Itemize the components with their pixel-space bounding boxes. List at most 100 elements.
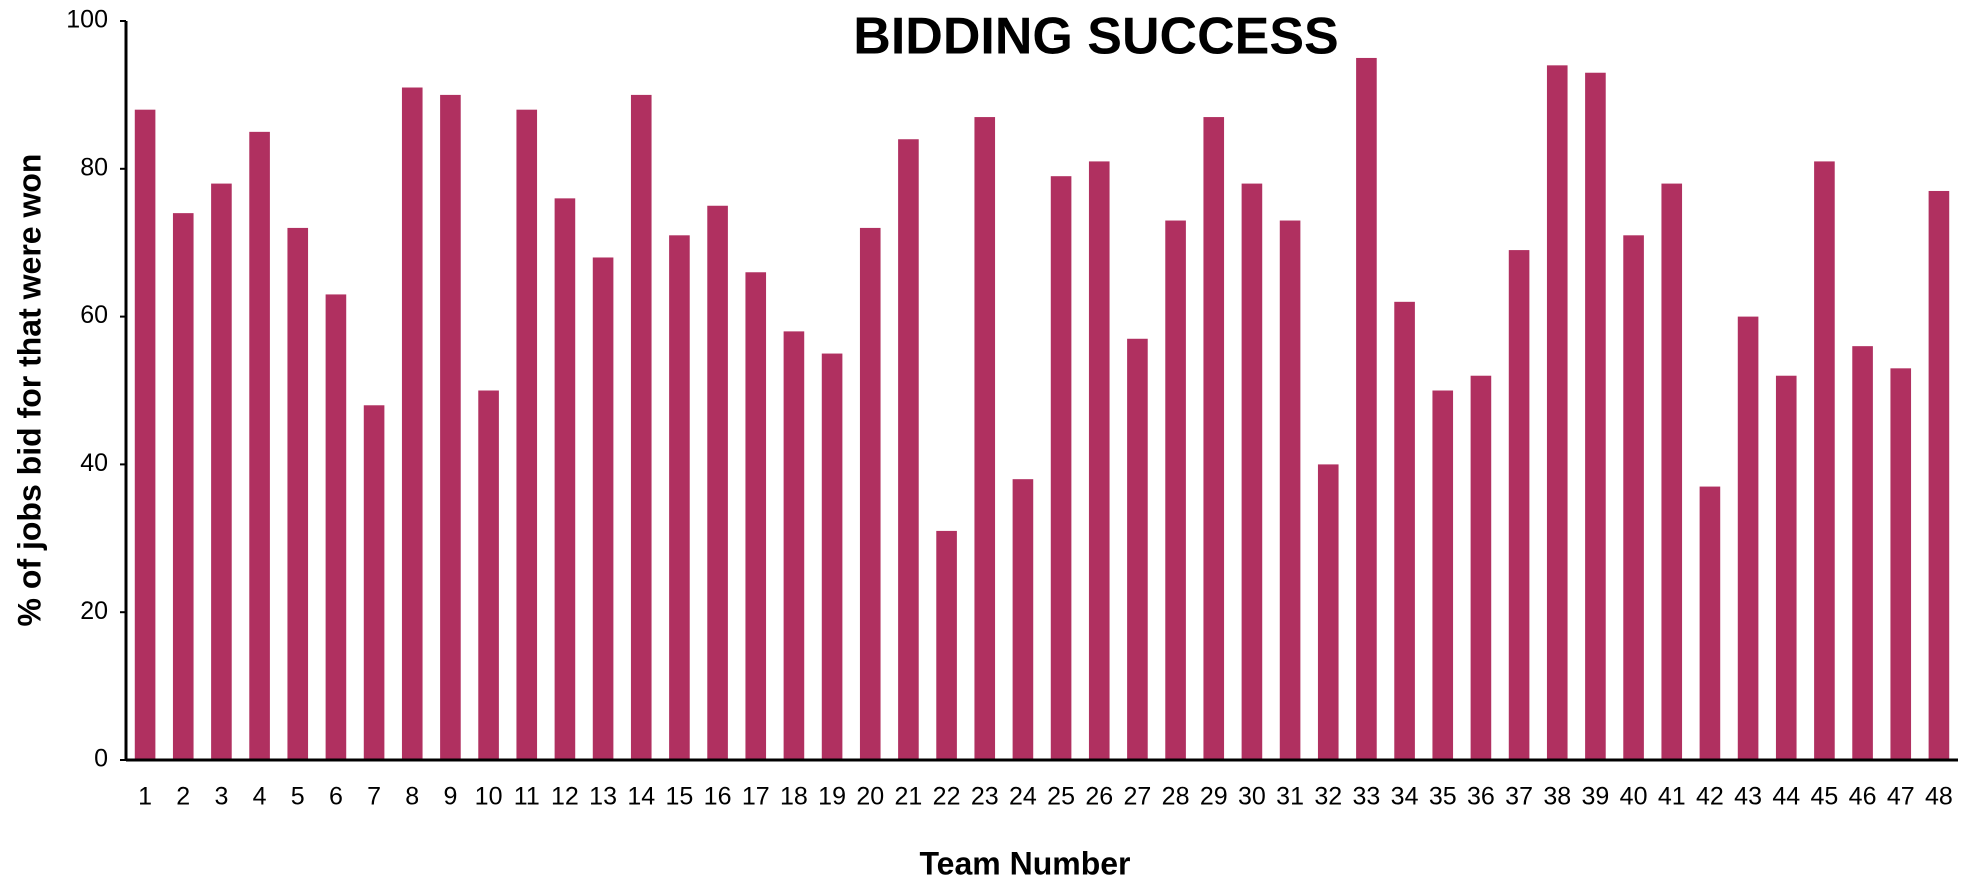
bar (363, 405, 385, 760)
x-tick-label: 3 (214, 783, 228, 811)
x-tick-label: 44 (1772, 783, 1800, 811)
x-tick-label: 11 (514, 783, 540, 811)
x-tick-label: 31 (1276, 783, 1304, 811)
x-tick-label: 40 (1620, 783, 1648, 811)
bar (898, 139, 919, 761)
x-tick-label: 15 (666, 783, 694, 811)
x-tick-label: 34 (1391, 783, 1419, 811)
x-tick-label: 22 (933, 783, 961, 811)
x-tick-label: 43 (1734, 783, 1762, 811)
x-tick-label: 1 (138, 783, 152, 811)
bar (859, 227, 881, 761)
y-tick-label: 40 (80, 449, 108, 477)
bar (1432, 390, 1454, 760)
bar (554, 198, 576, 761)
x-tick-label: 18 (780, 783, 808, 811)
bar (1928, 190, 1950, 761)
x-tick-label: 8 (405, 783, 419, 811)
x-tick-label: 25 (1047, 783, 1075, 811)
bar (1814, 161, 1835, 760)
bar (821, 353, 843, 760)
x-tick-label: 39 (1582, 783, 1610, 811)
bar (1852, 346, 1873, 760)
bar (783, 331, 805, 760)
x-tick-label: 37 (1505, 783, 1533, 811)
x-tick-label: 9 (443, 783, 457, 811)
x-tick-label: 4 (253, 783, 267, 811)
bar (516, 109, 538, 761)
x-tick-label: 27 (1124, 783, 1152, 811)
y-tick-label: 0 (94, 745, 108, 773)
x-tick-label: 42 (1696, 783, 1724, 811)
x-tick-label: 46 (1849, 783, 1877, 811)
x-tick-label: 12 (551, 783, 579, 811)
y-axis-title: % of jobs bid for that were won (11, 154, 47, 627)
x-tick-label: 36 (1467, 783, 1495, 811)
x-tick-label: 41 (1658, 783, 1686, 811)
bar (1585, 72, 1606, 761)
bar (1546, 65, 1568, 761)
bar (1279, 220, 1301, 760)
x-tick-label: 10 (475, 783, 503, 811)
bar (1623, 235, 1644, 760)
x-tick-label: 48 (1925, 783, 1953, 811)
bar (287, 227, 309, 761)
x-tick-label: 5 (291, 783, 305, 811)
bar (440, 94, 461, 760)
x-axis-title: Team Number (919, 845, 1130, 881)
bar (707, 205, 728, 760)
x-tick-label: 19 (818, 783, 846, 811)
x-tick-label: 16 (704, 783, 732, 811)
bar (1890, 368, 1912, 760)
x-tick-label: 28 (1162, 783, 1190, 811)
x-tick-label: 47 (1887, 783, 1915, 811)
bar (1737, 316, 1759, 760)
bar (1699, 486, 1721, 760)
y-tick-label: 100 (66, 6, 108, 34)
bar (1127, 338, 1148, 760)
x-tick-label: 6 (329, 783, 343, 811)
x-tick-label: 7 (367, 783, 381, 811)
bar (1317, 464, 1339, 760)
y-tick-label: 20 (80, 597, 108, 625)
x-tick-label: 13 (589, 783, 617, 811)
bar (669, 235, 690, 760)
bar (478, 390, 499, 760)
bar (1394, 301, 1415, 760)
bar (325, 294, 347, 760)
bar (1203, 117, 1225, 760)
x-tick-label: 21 (895, 783, 923, 811)
bar (172, 213, 194, 760)
bar (134, 109, 156, 761)
y-tick-label: 60 (80, 301, 108, 329)
x-tick-label: 29 (1200, 783, 1228, 811)
x-tick-label: 14 (627, 783, 655, 811)
bar (1050, 176, 1072, 760)
x-tick-label: 45 (1811, 783, 1839, 811)
bar (936, 530, 957, 760)
bar (1661, 183, 1683, 760)
x-tick-label: 33 (1353, 783, 1381, 811)
y-tick-label: 80 (80, 153, 108, 181)
bar (1088, 161, 1110, 760)
chart-title: BIDDING SUCCESS (853, 8, 1338, 66)
bar (1012, 479, 1034, 760)
bar (592, 257, 614, 760)
x-tick-label: 23 (971, 783, 999, 811)
x-tick-label: 24 (1009, 783, 1037, 811)
x-tick-label: 17 (742, 783, 770, 811)
bar (1775, 375, 1797, 760)
bar (974, 117, 996, 760)
x-tick-label: 35 (1429, 783, 1457, 811)
x-tick-label: 26 (1085, 783, 1113, 811)
bar (1356, 57, 1377, 760)
x-tick-label: 30 (1238, 783, 1266, 811)
x-tick-label: 32 (1314, 783, 1342, 811)
x-tick-label: 20 (856, 783, 884, 811)
bar (1470, 375, 1492, 760)
bar (211, 183, 232, 760)
bar (1165, 220, 1186, 760)
x-tick-label: 2 (176, 783, 190, 811)
bar (401, 87, 423, 760)
